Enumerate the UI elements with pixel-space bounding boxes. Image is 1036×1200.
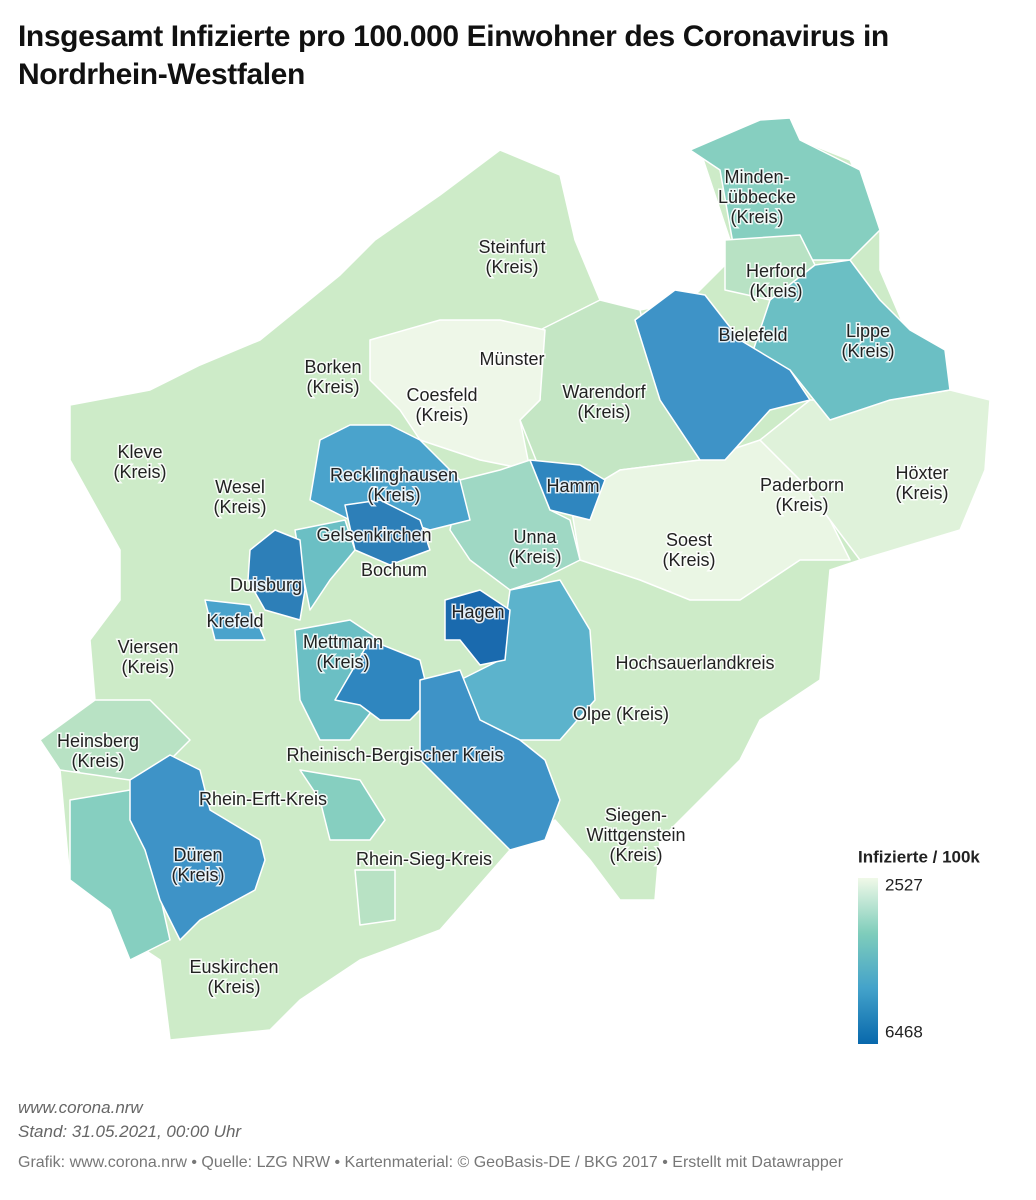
region-label: Lippe	[846, 321, 890, 341]
region-label: Olpe (Kreis)	[573, 704, 669, 724]
region-label: (Kreis)	[731, 207, 784, 227]
region	[459, 579, 596, 741]
region	[689, 117, 881, 261]
region-label: (Kreis)	[214, 497, 267, 517]
region-label: Steinfurt	[478, 237, 545, 257]
region-label: Minden-	[724, 167, 789, 187]
region-label: Duisburg	[230, 575, 302, 595]
region-label: Paderborn	[760, 475, 844, 495]
region-label: Gelsenkirchen	[316, 525, 431, 545]
region-label: (Kreis)	[317, 652, 370, 672]
region-label: (Kreis)	[122, 657, 175, 677]
regions	[39, 117, 991, 1041]
region-label: Wittgenstein	[586, 825, 685, 845]
region-label: (Kreis)	[578, 402, 631, 422]
region	[204, 599, 266, 641]
region-label: Borken	[304, 357, 361, 377]
legend-gradient	[858, 878, 878, 1044]
region	[444, 589, 511, 666]
region-label: (Kreis)	[416, 405, 469, 425]
region-label: Bochum	[361, 560, 427, 580]
region-label: Rheinisch-Bergischer Kreis	[286, 745, 503, 765]
region-label: (Kreis)	[307, 377, 360, 397]
region-label: Lübbecke	[718, 187, 796, 207]
region-label: (Kreis)	[72, 751, 125, 771]
region	[294, 619, 381, 741]
region	[299, 769, 386, 841]
region-label: Wesel	[215, 477, 265, 497]
region-label: (Kreis)	[776, 495, 829, 515]
region-label: (Kreis)	[610, 845, 663, 865]
region	[449, 459, 581, 591]
region-label: (Kreis)	[896, 483, 949, 503]
region	[39, 699, 191, 781]
region-label: Bielefeld	[718, 325, 787, 345]
region-label: Düren	[173, 845, 222, 865]
legend-max: 6468	[885, 1022, 923, 1041]
region-label: Unna	[513, 527, 557, 547]
region-label: (Kreis)	[842, 341, 895, 361]
region-label: Heinsberg	[57, 731, 139, 751]
legend-min: 2527	[885, 875, 923, 894]
region-label: Hochsauerlandkreis	[615, 653, 774, 673]
region	[129, 754, 266, 941]
region	[354, 869, 396, 926]
region-label: Soest	[666, 530, 712, 550]
region-label: Recklinghausen	[330, 465, 458, 485]
region-label: Rhein-Sieg-Kreis	[356, 849, 492, 869]
title: Insgesamt Infizierte pro 100.000 Einwohn…	[18, 20, 889, 91]
region-label: Rhein-Erft-Kreis	[199, 789, 327, 809]
legend-title: Infizierte / 100k	[858, 847, 980, 866]
region-label: Hagen	[451, 602, 504, 622]
region-labels: Minden-Lübbecke(Kreis)Steinfurt(Kreis) He…	[55, 165, 950, 998]
region-label: (Kreis)	[172, 865, 225, 885]
region-label: Kleve	[117, 442, 162, 462]
source-url: www.corona.nrw	[18, 1098, 143, 1117]
credits: Grafik: www.corona.nrw • Quelle: LZG NRW…	[18, 1154, 844, 1171]
map: Minden-Lübbecke(Kreis)Steinfurt(Kreis) He…	[39, 117, 991, 1044]
region-label: Hamm	[547, 476, 600, 496]
region-label: (Kreis)	[208, 977, 261, 997]
region	[247, 529, 306, 621]
region	[369, 319, 546, 471]
region-label: (Kreis)	[509, 547, 562, 567]
region-label: Krefeld	[206, 611, 263, 631]
region-label: Siegen-	[605, 805, 667, 825]
region-label: Euskirchen	[189, 957, 278, 977]
region-label: (Kreis)	[663, 550, 716, 570]
region	[529, 459, 606, 521]
region-label: Herford	[746, 261, 806, 281]
legend: Infizierte / 100k 2527 6468	[858, 847, 980, 1044]
region-label: (Kreis)	[486, 257, 539, 277]
region-label: (Kreis)	[368, 485, 421, 505]
region-label: Viersen	[118, 637, 179, 657]
region-label: Coesfeld	[406, 385, 477, 405]
region-label: (Kreis)	[114, 462, 167, 482]
region-label: Mettmann	[303, 632, 383, 652]
region-label: Warendorf	[562, 382, 646, 402]
region	[419, 669, 561, 851]
region	[634, 289, 811, 461]
region-label: Münster	[479, 349, 544, 369]
region-label: Höxter	[895, 463, 948, 483]
date: Stand: 31.05.2021, 00:00 Uhr	[18, 1122, 242, 1141]
region-label: (Kreis)	[750, 281, 803, 301]
